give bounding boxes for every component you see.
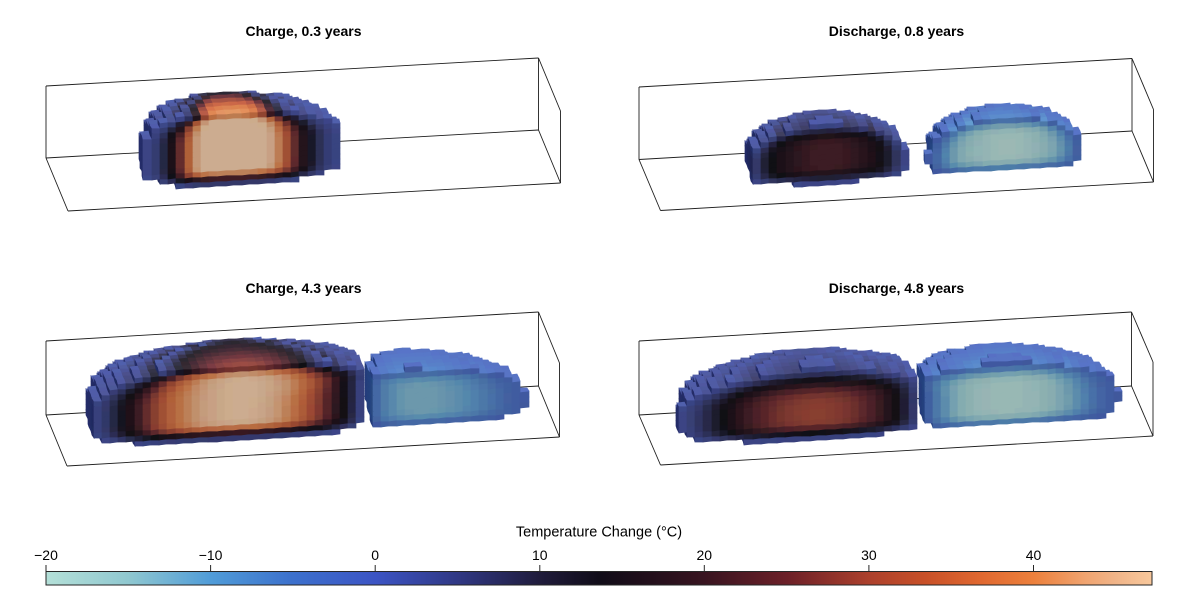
svg-text:0: 0 bbox=[371, 547, 379, 563]
svg-text:−20: −20 bbox=[34, 547, 58, 563]
svg-text:Charge, 4.3 years: Charge, 4.3 years bbox=[246, 280, 362, 296]
svg-text:40: 40 bbox=[1026, 547, 1042, 563]
svg-text:20: 20 bbox=[697, 547, 713, 563]
svg-text:−10: −10 bbox=[199, 547, 223, 563]
svg-text:30: 30 bbox=[861, 547, 877, 563]
svg-text:Discharge, 4.8 years: Discharge, 4.8 years bbox=[829, 280, 965, 296]
svg-text:Temperature Change (°C): Temperature Change (°C) bbox=[516, 525, 682, 541]
svg-text:Charge, 0.3 years: Charge, 0.3 years bbox=[246, 23, 362, 39]
svg-text:10: 10 bbox=[532, 547, 548, 563]
svg-text:Discharge, 0.8 years: Discharge, 0.8 years bbox=[829, 23, 965, 39]
